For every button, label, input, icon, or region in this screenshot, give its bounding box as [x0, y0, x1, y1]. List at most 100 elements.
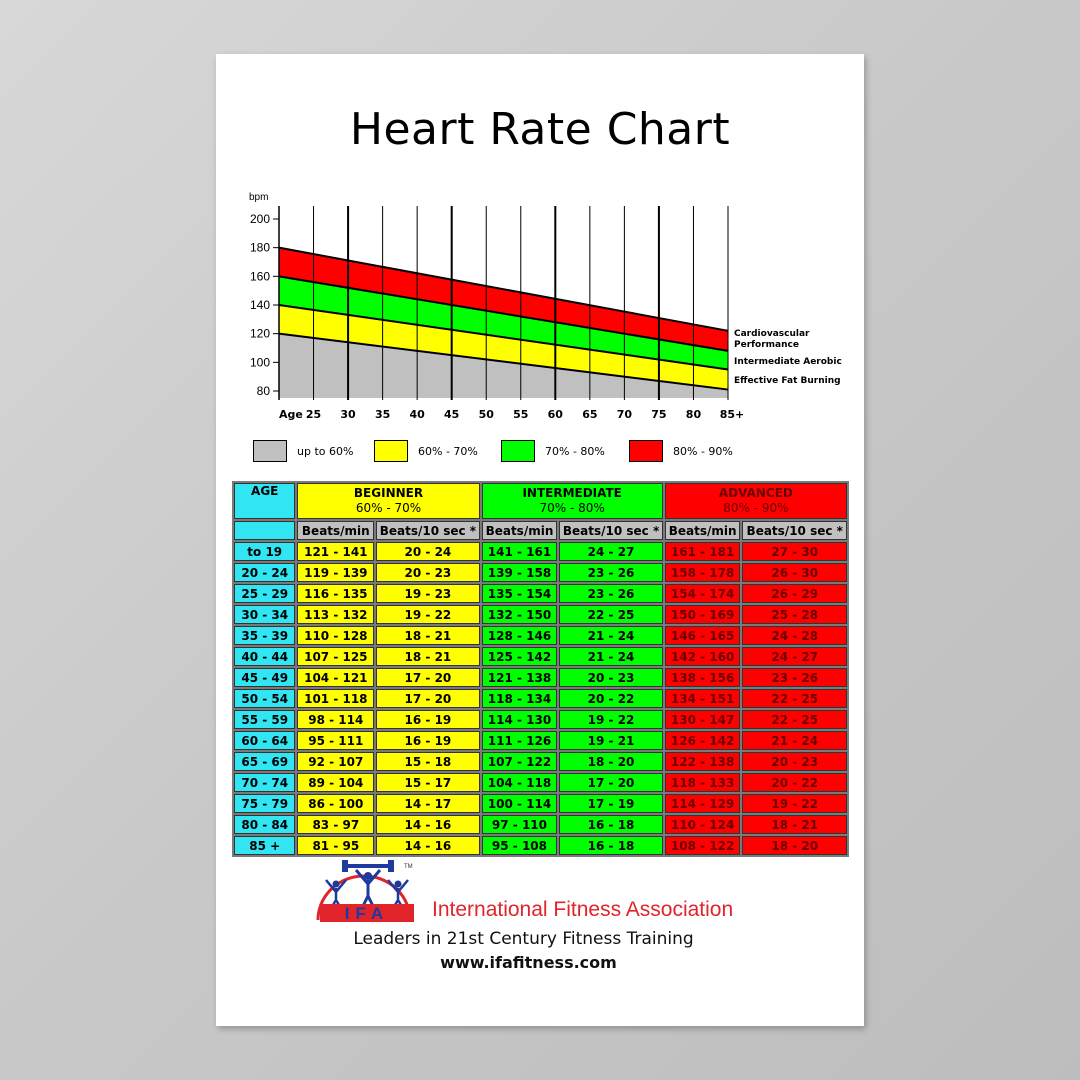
table-cell: 17 - 20 [376, 668, 480, 687]
band-boundary-line [278, 246, 729, 332]
group-header-advanced: ADVANCED 80% - 90% [664, 483, 847, 519]
annotation-cardiovascular: Cardiovascular Performance [734, 329, 810, 350]
table-cell: 110 - 124 [664, 815, 741, 834]
table-cell: 16 - 18 [559, 815, 663, 834]
table-cell: 19 - 22 [742, 794, 847, 813]
logo-barbell [348, 864, 388, 868]
table-cell: 24 - 28 [742, 626, 847, 645]
table-cell: 16 - 19 [376, 731, 480, 750]
table-cell: 121 - 138 [481, 668, 558, 687]
table-cell: 20 - 23 [559, 668, 663, 687]
table-cell: 16 - 19 [376, 710, 480, 729]
age-cell: 50 - 54 [234, 689, 296, 708]
table-cell: 118 - 134 [481, 689, 558, 708]
x-tick-label: 85+ [720, 408, 745, 421]
age-cell: to 19 [234, 542, 296, 561]
age-cell: 20 - 24 [234, 563, 296, 582]
band-1 [279, 333, 728, 398]
sub-header: Beats/10 sec * [376, 521, 480, 540]
table-row: to 19 121 - 141 20 - 24 141 - 161 24 - 27 161… [234, 542, 847, 561]
table-cell: 22 - 25 [559, 605, 663, 624]
legend-label: 80% - 90% [673, 444, 733, 458]
table-cell: 23 - 26 [559, 563, 663, 582]
logo-figure-head [332, 880, 340, 888]
table-cell: 108 - 122 [664, 836, 741, 855]
table-cell: 111 - 126 [481, 731, 558, 750]
group-range: 70% - 80% [539, 501, 605, 515]
table-cell: 141 - 161 [481, 542, 558, 561]
table-cell: 81 - 95 [297, 836, 375, 855]
x-tick-label: 70 [617, 408, 633, 421]
table-cell: 26 - 29 [742, 584, 847, 603]
table-cell: 146 - 165 [664, 626, 741, 645]
table-cell: 95 - 111 [297, 731, 375, 750]
group-header-beginner: BEGINNER 60% - 70% [297, 483, 480, 519]
table-cell: 19 - 22 [559, 710, 663, 729]
x-tick-label: 25 [306, 408, 321, 421]
age-header: AGE [234, 483, 296, 519]
age-cell: 80 - 84 [234, 815, 296, 834]
table-cell: 101 - 118 [297, 689, 375, 708]
table-cell: 89 - 104 [297, 773, 375, 792]
table-cell: 15 - 18 [376, 752, 480, 771]
sub-header: Beats/min [481, 521, 558, 540]
table-cell: 104 - 121 [297, 668, 375, 687]
logo-weight-right [388, 860, 394, 872]
table-cell: 20 - 22 [559, 689, 663, 708]
table-cell: 97 - 110 [481, 815, 558, 834]
age-cell: 85 + [234, 836, 296, 855]
table-cell: 14 - 16 [376, 815, 480, 834]
group-name: BEGINNER [353, 486, 424, 500]
age-cell: 30 - 34 [234, 605, 296, 624]
sub-header: Beats/10 sec * [742, 521, 847, 540]
x-tick-label: 50 [479, 408, 495, 421]
logo-figure-lifter [354, 869, 382, 909]
table-row: 25 - 29 116 - 135 19 - 23 135 - 154 23 - 26 1… [234, 584, 847, 603]
legend-swatch-red [629, 440, 663, 462]
table-cell: 130 - 147 [664, 710, 741, 729]
age-cell: 55 - 59 [234, 710, 296, 729]
logo-banner [320, 904, 414, 922]
logo-figure-left [325, 879, 347, 911]
x-tick-label: 35 [375, 408, 390, 421]
table-cell: 132 - 150 [481, 605, 558, 624]
organization-name: International Fitness Association [432, 898, 734, 921]
table-cell: 24 - 27 [559, 542, 663, 561]
x-tick-label: 65 [582, 408, 597, 421]
table-cell: 24 - 27 [742, 647, 847, 666]
y-tick-label: 140 [250, 298, 270, 312]
table-cell: 116 - 135 [297, 584, 375, 603]
y-axis-label: bpm [249, 192, 268, 203]
table-row: 60 - 64 95 - 111 16 - 19 111 - 126 19 - 21 12… [234, 731, 847, 750]
table-cell: 139 - 158 [481, 563, 558, 582]
y-tick-label: 180 [250, 241, 270, 255]
band-boundary-line [278, 275, 729, 352]
table-cell: 21 - 24 [559, 626, 663, 645]
x-tick-label: 45 [444, 408, 459, 421]
website-link[interactable]: www.ifafitness.com [440, 953, 617, 972]
table-row: 30 - 34 113 - 132 19 - 22 132 - 150 22 - 25 1… [234, 605, 847, 624]
legend-item-yellow: 60% - 70% [374, 438, 478, 464]
band-boundary-line [278, 304, 729, 371]
table-cell: 86 - 100 [297, 794, 375, 813]
x-tick-label: 75 [651, 408, 666, 421]
table-cell: 107 - 125 [297, 647, 375, 666]
table-cell: 21 - 24 [742, 731, 847, 750]
table-cell: 19 - 21 [559, 731, 663, 750]
ifa-logo: IFA TM [316, 860, 414, 923]
table-cell: 19 - 23 [376, 584, 480, 603]
table-cell: 104 - 118 [481, 773, 558, 792]
logo-figure-right [387, 879, 409, 911]
table-row: 20 - 24 119 - 139 20 - 23 139 - 158 23 - 26 1… [234, 563, 847, 582]
logo-figure-head [364, 872, 372, 880]
legend-label: up to 60% [297, 444, 354, 458]
table-group-header: AGE BEGINNER 60% - 70% INTERMEDIATE 70% … [234, 483, 847, 519]
legend-item-gray: up to 60% [253, 438, 353, 464]
table-cell: 125 - 142 [481, 647, 558, 666]
table-cell: 18 - 20 [742, 836, 847, 855]
heart-rate-area-chart: 80 100 120 140 160 180 200 bpm Age 25 30 35 40 45 50 55… [249, 192, 842, 421]
table-cell: 161 - 181 [664, 542, 741, 561]
table-cell: 18 - 21 [742, 815, 847, 834]
table-cell: 126 - 142 [664, 731, 741, 750]
table-cell: 113 - 132 [297, 605, 375, 624]
